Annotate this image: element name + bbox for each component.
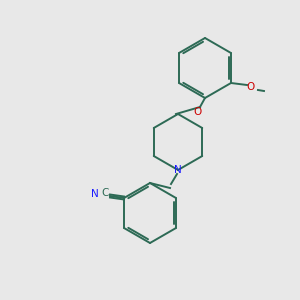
Text: N: N	[91, 189, 99, 199]
Text: N: N	[174, 165, 182, 175]
Text: O: O	[193, 107, 201, 117]
Text: C: C	[101, 188, 109, 198]
Text: O: O	[247, 82, 255, 92]
